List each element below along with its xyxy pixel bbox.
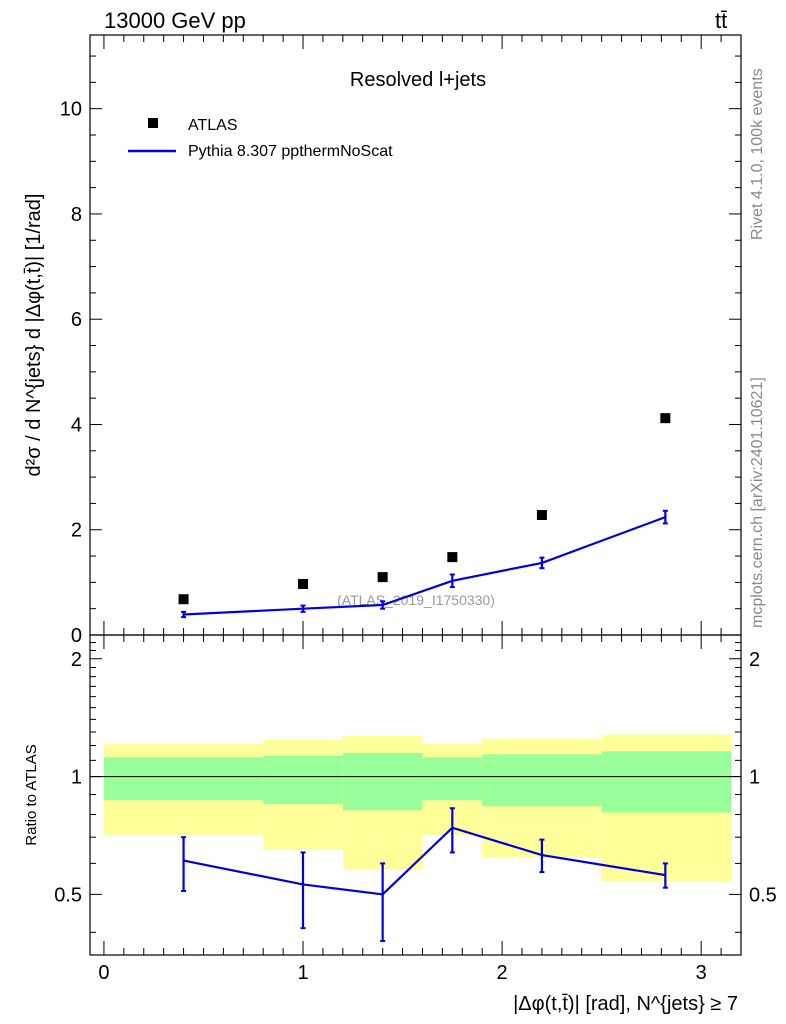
- ratio-axis-ticks: [90, 635, 741, 955]
- atlas-data-point: [377, 572, 388, 583]
- process-label: tt̄: [715, 8, 727, 33]
- legend-pythia-label: Pythia 8.307 ppthermNoScat: [188, 143, 393, 160]
- main-y-tick-label: 2: [71, 520, 82, 542]
- x-tick-label: 1: [297, 962, 308, 984]
- x-axis-label: |Δφ(t,t̄)| [rad], N^{jets} ≥ 7: [513, 993, 738, 1015]
- pythia-line: [183, 516, 666, 616]
- ratio-y-axis-label: Ratio to ATLAS: [23, 744, 40, 845]
- source-label: mcplots.cern.ch [arXiv:2401.10621]: [749, 377, 766, 628]
- main-data-layer: [178, 413, 671, 619]
- ratio-inner-band: [482, 754, 602, 807]
- atlas-data-point: [660, 413, 671, 424]
- main-y-tick-label: 10: [60, 99, 82, 121]
- ratio-y-tick-label-right: 0.5: [749, 884, 777, 906]
- atlas-data-point: [298, 578, 309, 589]
- ratio-y-tick-label-right: 1: [749, 767, 760, 789]
- chart-title: Resolved l+jets: [350, 69, 486, 91]
- ratio-plot-frame: [89, 634, 742, 956]
- ratio-panel: 0.5 1 2 0.5 1 2 0 1 2 3 Ratio to ATLAS |…: [23, 634, 777, 1015]
- ratio-pythia-line: [183, 826, 666, 896]
- ratio-uncertainty-bands: [103, 734, 732, 882]
- atlas-data-point: [178, 594, 189, 605]
- main-y-axis-label: d²σ / d N^{jets} d |Δφ(t,t̄)| [1/rad]: [23, 194, 45, 477]
- x-tick-label: 3: [696, 962, 707, 984]
- main-y-tick-labels: 0 2 4 6 8 10: [60, 99, 82, 647]
- x-tick-label: 0: [98, 962, 109, 984]
- atlas-data-point: [447, 552, 458, 563]
- legend-atlas-label: ATLAS: [188, 117, 238, 134]
- rivet-version-label: Rivet 4.1.0, 100k events: [749, 68, 766, 240]
- ratio-inner-band: [342, 752, 423, 811]
- ratio-y-tick-label-left: 2: [71, 649, 82, 671]
- ratio-data-layer: [181, 807, 668, 943]
- energy-label: 13000 GeV pp: [104, 8, 246, 33]
- ratio-inner-band: [422, 757, 483, 801]
- main-panel: 0 2 4 6 8 10 Resolved l+jets (ATLAS_2019…: [23, 34, 742, 647]
- x-tick-label: 2: [497, 962, 508, 984]
- atlas-data-point: [536, 510, 547, 520]
- ratio-y-tick-label-left: 1: [71, 767, 82, 789]
- analysis-watermark: (ATLAS_2019_I1750330): [337, 592, 495, 608]
- ratio-y-tick-label-right: 2: [749, 649, 760, 671]
- ratio-inner-band: [103, 757, 264, 801]
- ratio-y-tick-label-left: 0.5: [54, 884, 82, 906]
- main-y-tick-label: 8: [71, 204, 82, 226]
- main-axis-ticks: [90, 35, 741, 636]
- main-y-tick-label: 0: [71, 625, 82, 647]
- legend-atlas-marker: [148, 118, 158, 128]
- ratio-inner-band: [263, 755, 343, 805]
- main-y-tick-label: 4: [71, 414, 82, 436]
- main-y-tick-label: 6: [71, 309, 82, 331]
- ratio-inner-band: [601, 751, 732, 813]
